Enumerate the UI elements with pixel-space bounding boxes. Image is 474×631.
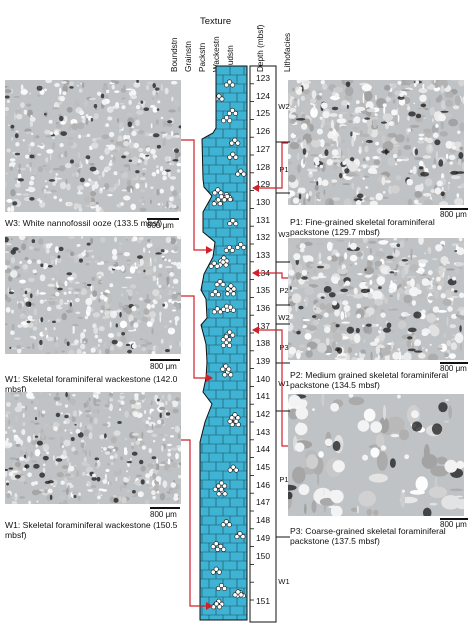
lithofacies-boundaries xyxy=(276,142,290,537)
depth-ticks xyxy=(250,66,254,600)
depth-column-frame xyxy=(250,66,276,622)
column-fill xyxy=(195,66,255,624)
